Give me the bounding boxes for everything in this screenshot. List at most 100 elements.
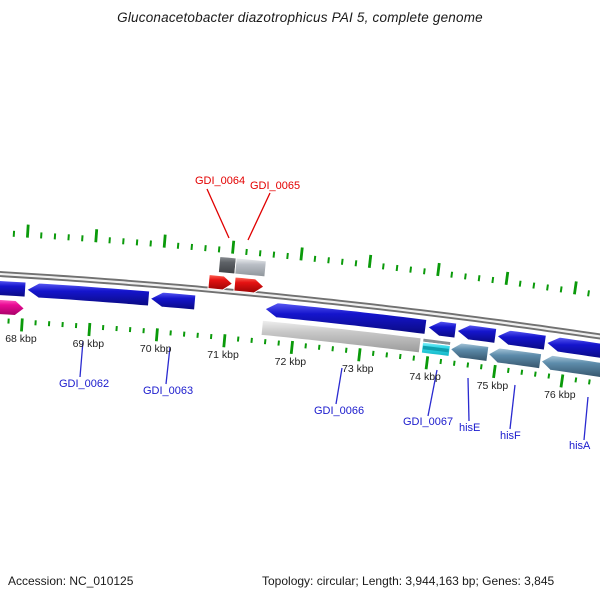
ruler-tick-lower bbox=[466, 362, 470, 368]
ruler-label-76kbp: 76 kbp bbox=[544, 389, 576, 402]
leader-line-GDI_0065 bbox=[247, 192, 271, 241]
ruler-tick-lower bbox=[371, 350, 375, 356]
ruler-tick-lower bbox=[492, 364, 497, 379]
leader-line-GDI_0066 bbox=[335, 367, 343, 405]
ruler-tick-lower bbox=[506, 367, 510, 373]
ruler-tick-lower bbox=[479, 364, 483, 370]
genome-title: Gluconacetobacter diazotrophicus PAI 5, … bbox=[117, 10, 483, 25]
ruler-tick-upper bbox=[395, 264, 399, 272]
ruler-tick-lower bbox=[20, 318, 24, 332]
ruler-tick-lower bbox=[533, 371, 537, 377]
ruler-tick-upper bbox=[532, 282, 536, 289]
backbone-arc-gap bbox=[0, 272, 600, 338]
ruler-tick-upper bbox=[25, 224, 30, 238]
ruler-label-75kbp: 75 kbp bbox=[476, 379, 509, 392]
ruler-tick-lower bbox=[154, 328, 159, 342]
ruler-tick-lower bbox=[304, 343, 307, 349]
ruler-tick-upper bbox=[409, 266, 413, 273]
gene-hisF bbox=[487, 347, 543, 370]
accession-text: Accession: NC_010125 bbox=[8, 574, 134, 588]
leader-line-hisA bbox=[583, 396, 589, 441]
ruler-tick-lower bbox=[344, 347, 348, 353]
gene-GDI_0065 bbox=[233, 276, 265, 294]
gene-cds-b6 bbox=[456, 324, 498, 344]
ruler-tick-lower bbox=[398, 353, 402, 360]
ruler-tick-upper bbox=[587, 290, 590, 297]
leader-line-GDI_0064 bbox=[206, 188, 230, 239]
gene-label-hisA[interactable]: hisA bbox=[569, 440, 591, 452]
ruler-tick-lower bbox=[385, 352, 389, 358]
ruler-tick-upper bbox=[518, 280, 522, 287]
gene-label-GDI_0062[interactable]: GDI_0062 bbox=[59, 378, 110, 390]
gene-cds-magenta-partial bbox=[0, 299, 25, 316]
gene-cds-b7 bbox=[496, 329, 547, 351]
gene-cds-b4 bbox=[264, 302, 428, 335]
ruler-tick-upper bbox=[546, 284, 549, 291]
ruler-tick-upper bbox=[94, 229, 99, 243]
ruler-tick-lower bbox=[331, 346, 334, 352]
ruler-tick-upper bbox=[245, 248, 248, 256]
gene-cds-left-partial bbox=[0, 280, 27, 298]
gene-label-hisF[interactable]: hisF bbox=[500, 430, 521, 442]
gene-hisE bbox=[449, 342, 490, 362]
gene-hisA bbox=[540, 354, 600, 378]
gene-cds-b8 bbox=[545, 336, 600, 359]
ruler-label-68kbp: 68 kbp bbox=[5, 333, 37, 346]
gene-label-GDI_0066[interactable]: GDI_0066 bbox=[314, 405, 365, 417]
gene-GDI_0064 bbox=[207, 274, 234, 291]
ruler-tick-upper bbox=[367, 254, 373, 268]
ruler-tick-upper bbox=[504, 271, 510, 285]
ruler-tick-upper bbox=[559, 286, 563, 293]
gene-label-hisE[interactable]: hisE bbox=[459, 422, 481, 434]
ruler-tick-lower bbox=[559, 374, 565, 388]
ruler-tick-lower bbox=[547, 373, 551, 379]
ruler-tick-upper bbox=[272, 251, 276, 258]
gene-label-GDI_0064[interactable]: GDI_0064 bbox=[195, 175, 246, 187]
gene-orf-gray-light bbox=[234, 257, 267, 278]
ruler-label-71kbp: 71 kbp bbox=[207, 349, 239, 362]
ruler-tick-lower bbox=[222, 334, 227, 348]
leader-line-GDI_0062 bbox=[79, 340, 84, 378]
ruler-tick-upper bbox=[204, 245, 207, 252]
gene-orf-gray-dark bbox=[217, 256, 237, 275]
ruler-tick-lower bbox=[357, 348, 362, 362]
ruler-tick-lower bbox=[520, 369, 524, 375]
ruler-tick-lower bbox=[277, 340, 280, 346]
ruler-tick-upper bbox=[450, 271, 454, 278]
ruler-tick-upper bbox=[491, 276, 495, 284]
ruler-tick-lower bbox=[317, 344, 321, 350]
gene-cds-b3 bbox=[149, 291, 197, 311]
ruler-tick-upper bbox=[286, 252, 289, 260]
ruler-tick-upper bbox=[436, 262, 441, 277]
gene-cds-b2 bbox=[25, 282, 151, 307]
gene-label-GDI_0063[interactable]: GDI_0063 bbox=[143, 385, 194, 397]
ruler-tick-upper bbox=[381, 263, 385, 270]
ruler-tick-lower bbox=[412, 355, 416, 361]
ruler-tick-lower bbox=[574, 377, 578, 383]
gene-GDI_0067-stripe bbox=[422, 345, 449, 353]
leader-line-hisE bbox=[467, 377, 470, 422]
ruler-tick-upper bbox=[464, 273, 467, 280]
leader-line-GDI_0063 bbox=[165, 346, 171, 385]
gene-cds-b5 bbox=[427, 320, 458, 339]
ruler-tick-upper bbox=[299, 247, 304, 261]
ruler-tick-lower bbox=[289, 340, 294, 355]
ruler-tick-upper bbox=[190, 243, 194, 251]
gene-label-GDI_0065[interactable]: GDI_0065 bbox=[250, 180, 301, 192]
leader-line-hisF bbox=[509, 384, 516, 430]
ruler-tick-upper bbox=[573, 281, 578, 295]
status-bar: Accession: NC_010125 Topology: circular;… bbox=[0, 574, 600, 594]
ruler-tick-lower bbox=[87, 322, 92, 337]
ruler-tick-lower bbox=[439, 358, 443, 365]
ruler-tick-upper bbox=[217, 246, 221, 253]
leader-line-GDI_0067 bbox=[427, 369, 438, 417]
ruler-tick-upper bbox=[327, 257, 330, 264]
ruler-tick-upper bbox=[162, 234, 167, 248]
ruler-tick-lower bbox=[424, 356, 430, 370]
ruler-tick-upper bbox=[176, 242, 180, 249]
ruler-tick-lower bbox=[452, 360, 456, 366]
gene-label-GDI_0067[interactable]: GDI_0067 bbox=[403, 416, 454, 428]
topology-text: Topology: circular; Length: 3,944,163 bp… bbox=[262, 574, 555, 588]
ruler-tick-upper bbox=[354, 260, 358, 267]
